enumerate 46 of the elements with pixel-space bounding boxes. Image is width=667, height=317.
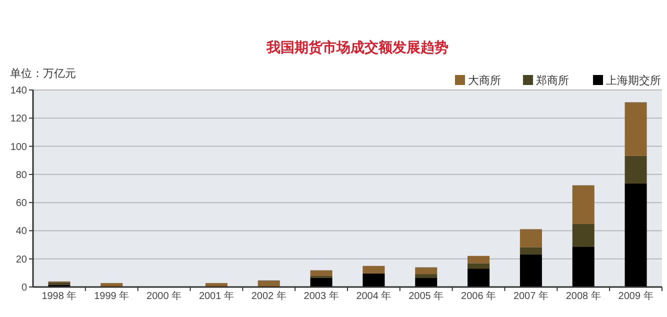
x-tick-label: 2006 年 <box>461 290 496 302</box>
bar <box>310 278 332 287</box>
bar <box>624 156 647 184</box>
x-tick-label: 1999 年 <box>94 290 130 302</box>
bar <box>572 246 594 287</box>
bar <box>572 185 594 224</box>
bar <box>415 274 438 278</box>
bar <box>258 280 280 287</box>
x-tick-label: 2007 年 <box>513 290 548 302</box>
y-tick-label: 20 <box>16 254 28 266</box>
bar <box>48 282 70 285</box>
y-tick-label: 100 <box>10 142 28 153</box>
bar <box>572 224 594 247</box>
x-tick-label: 2003 年 <box>304 290 339 302</box>
y-tick-label: 0 <box>21 282 28 294</box>
chart-title: 我国期货市场成交额发展趋势 <box>266 39 448 55</box>
bar <box>362 273 385 287</box>
bar <box>468 263 490 269</box>
y-tick-label: 120 <box>10 114 28 125</box>
x-tick-label: 2005 年 <box>408 290 444 302</box>
legend-label: 郑商所 <box>536 74 569 87</box>
bar <box>362 266 385 274</box>
x-tick-label: 2001 年 <box>198 290 234 302</box>
bar <box>468 256 490 264</box>
x-tick-label: 2008 年 <box>566 290 601 302</box>
y-tick-label: 60 <box>16 198 28 210</box>
bar <box>468 268 490 287</box>
bar <box>415 267 438 274</box>
bar <box>624 183 647 287</box>
x-tick-label: 2002 年 <box>251 290 286 302</box>
x-tick-label: 2000 年 <box>146 290 182 302</box>
x-tick-label: 2004 年 <box>356 290 392 302</box>
y-tick-label: 140 <box>10 86 28 96</box>
bar <box>520 254 542 287</box>
bar <box>520 229 542 248</box>
legend-label: 上海期交所 <box>606 74 661 87</box>
legend-label: 大商所 <box>468 74 501 87</box>
bar <box>415 278 438 287</box>
y-tick-label: 80 <box>16 170 28 181</box>
y-tick-label: 40 <box>16 226 28 238</box>
x-tick-label: 1998 年 <box>42 290 77 302</box>
bar <box>624 102 647 156</box>
bar <box>310 270 332 276</box>
bar <box>520 247 542 254</box>
text: 单位：万亿元 <box>10 67 76 80</box>
x-tick-label: 2009 年 <box>618 290 654 302</box>
